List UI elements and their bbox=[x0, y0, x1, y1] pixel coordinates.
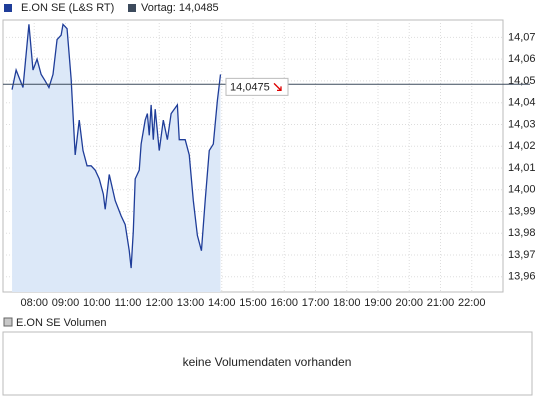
legend-swatch bbox=[4, 4, 12, 12]
down-arrow bbox=[273, 82, 282, 92]
y-tick-label: 13,96 bbox=[508, 271, 536, 283]
y-tick-label: 14,06 bbox=[508, 53, 536, 65]
x-tick-label: 13:00 bbox=[177, 297, 205, 309]
x-tick-label: 22:00 bbox=[458, 297, 486, 309]
last-price-label: 14,0475 bbox=[230, 81, 270, 93]
legend-label: E.ON SE Volumen bbox=[16, 317, 107, 329]
legend-label: Vortag: 14,0485 bbox=[141, 2, 219, 14]
x-tick-label: 20:00 bbox=[395, 297, 423, 309]
legend-label: E.ON SE (L&S RT) bbox=[21, 2, 114, 14]
x-tick-label: 21:00 bbox=[427, 297, 455, 309]
x-tick-label: 09:00 bbox=[52, 297, 80, 309]
y-tick-label: 14,07 bbox=[508, 31, 536, 43]
legend-swatch bbox=[128, 4, 136, 12]
y-tick-label: 13,98 bbox=[508, 227, 536, 239]
y-tick-label: 14,01 bbox=[508, 162, 536, 174]
area bbox=[12, 24, 221, 293]
volume-frame bbox=[2, 331, 533, 396]
x-tick-label: 16:00 bbox=[270, 297, 298, 309]
x-tick-label: 14:00 bbox=[208, 297, 236, 309]
y-tick-label: 14,00 bbox=[508, 184, 536, 196]
legend-swatch bbox=[3, 317, 13, 327]
x-tick-label: 10:00 bbox=[83, 297, 111, 309]
x-tick-label: 17:00 bbox=[302, 297, 330, 309]
price-line bbox=[11, 22, 222, 269]
x-tick-label: 18:00 bbox=[333, 297, 361, 309]
x-tick-label: 19:00 bbox=[364, 297, 392, 309]
y-tick-label: 14,02 bbox=[508, 140, 536, 152]
y-tick-label: 13,99 bbox=[508, 205, 536, 217]
y-tick-label: 14,03 bbox=[508, 118, 536, 130]
last-price-box bbox=[225, 77, 289, 96]
y-tick-label: 14,04 bbox=[508, 97, 536, 109]
x-tick-label: 12:00 bbox=[145, 297, 173, 309]
x-tick-label: 08:00 bbox=[20, 297, 48, 309]
volume-message: keine Volumendaten vorhanden bbox=[183, 355, 352, 369]
y-tick-label: 13,97 bbox=[508, 249, 536, 261]
x-tick-label: 11:00 bbox=[115, 297, 142, 309]
x-tick-label: 15:00 bbox=[239, 297, 267, 309]
y-tick-label: 14,05 bbox=[508, 75, 536, 87]
